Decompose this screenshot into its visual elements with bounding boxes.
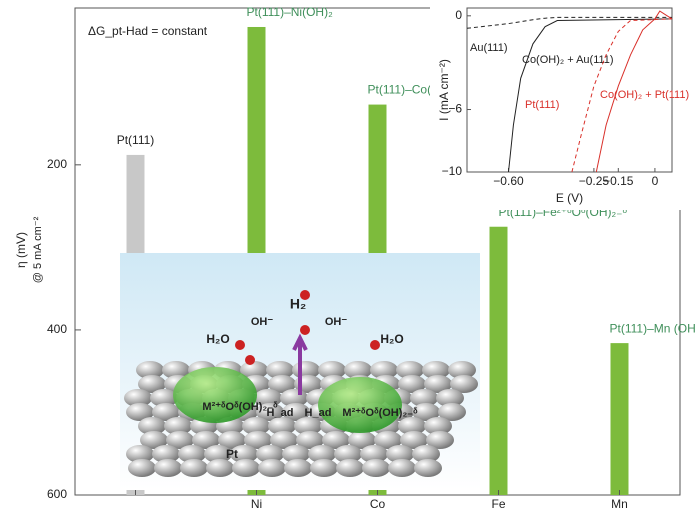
illustration-label: H₂O [380, 332, 403, 346]
series-label: Pt(111) [525, 99, 559, 111]
illustration-label: M²⁺ᵟOᵟ(OH)₂₋ᵟ [342, 407, 418, 419]
illustration-label: H₂ [290, 296, 306, 312]
x-tick-label: Co [370, 497, 386, 511]
molecule [300, 325, 310, 335]
y-axis-label: @ 5 mA cm⁻² [32, 216, 44, 283]
x-axis-label: E (V) [556, 191, 583, 205]
y-tick-label: 0 [455, 8, 462, 22]
pt-atom [336, 459, 364, 477]
illustration-label: H_ad [267, 407, 294, 419]
series-label: Co(OH)₂ + Au(111) [522, 54, 614, 66]
oxide-cluster [318, 377, 402, 433]
pt-atom [128, 459, 156, 477]
pt-atom [388, 459, 416, 477]
series-label: Co(OH)₂ + Pt(111) [600, 89, 689, 101]
illustration-label: Pt [226, 447, 238, 461]
bar-label: Pt(111)–Ni(OH)₂ [247, 5, 334, 19]
series-label: Au(111) [470, 42, 508, 54]
illustration-label: H_ad [305, 407, 332, 419]
x-tick-label: 0 [652, 174, 659, 188]
pt-atom [284, 459, 312, 477]
x-tick-label: −0.15 [603, 174, 634, 188]
y-tick-label: 200 [47, 157, 67, 171]
illustration-label: H₂O [206, 332, 229, 346]
pt-atom [362, 459, 390, 477]
x-tick-label: Fe [491, 497, 505, 511]
bar-label: Pt(111) [117, 133, 155, 147]
bar [490, 227, 508, 495]
pt-atom [310, 459, 338, 477]
x-tick-label: Mn [611, 497, 628, 511]
pt-atom [154, 459, 182, 477]
y-tick-label: −10 [442, 164, 463, 178]
illustration-label: OH⁻ [251, 316, 274, 328]
pt-atom [206, 459, 234, 477]
annotation: ΔG_pt-Had = constant [88, 24, 208, 38]
x-tick-label: −0.60 [493, 174, 524, 188]
y-tick-label: 600 [47, 487, 67, 501]
pt-atom [258, 459, 286, 477]
bar [611, 343, 629, 495]
y-axis-label: η (mV) [14, 232, 28, 268]
x-tick-label: Ni [251, 497, 262, 511]
bar-label: Pt(111)–Mn (OH)₂ [610, 321, 695, 335]
pt-atom [232, 459, 260, 477]
molecule [370, 340, 380, 350]
pt-atom [180, 459, 208, 477]
pt-atom [414, 459, 442, 477]
y-axis-label: I (mA cm⁻²) [437, 59, 451, 121]
molecule [245, 355, 255, 365]
molecule [235, 340, 245, 350]
illustration-label: OH⁻ [325, 316, 348, 328]
y-tick-label: 400 [47, 322, 67, 336]
oxide-cluster [173, 367, 257, 423]
